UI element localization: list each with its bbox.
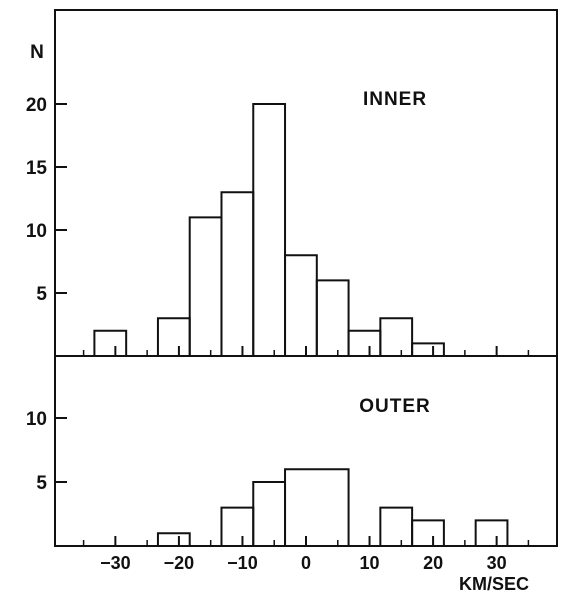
outer-histogram-bar [379,506,414,546]
inner-y-tick-label: 5 [36,284,47,305]
inner-histogram-bar [220,191,255,356]
outer-histogram-bar [252,481,287,546]
x-tick-label: 30 [487,553,507,573]
label-layer: 5 10 15 20 INNER 5 10 OUTER N −30 −20 −10 0 10 20 30KM/… [26,42,529,594]
x-axis-label: KM/SEC [459,574,529,594]
outer-y-tick-label: 5 [36,473,47,494]
x-tick-label: 0 [301,553,311,573]
outer-panel-label: OUTER [359,396,431,417]
x-tick-label: 20 [423,553,443,573]
inner-histogram-bar [315,279,350,356]
outer-histogram-bar [411,519,445,546]
plot-frame [54,9,558,547]
inner-y-tick-label: 20 [26,95,47,116]
inner-histogram-bar [252,103,287,356]
inner-panel-label: INNER [363,89,427,110]
inner-y-tick-label: 15 [26,158,48,179]
inner-histogram-bar [347,329,382,356]
x-tick-label: −20 [164,553,195,573]
x-tick-label: 10 [360,553,380,573]
outer-histogram-bar [474,519,509,546]
inner-histogram-bar [188,216,223,356]
y-axis-label: N [30,42,44,63]
inner-histogram-bar [284,254,318,356]
outer-histogram-bar [156,532,191,546]
x-tick-label: −30 [100,553,131,573]
inner-histogram-bar [93,329,128,356]
x-tick-label: −10 [227,553,258,573]
tick-layer [55,103,530,546]
outer-histogram-bar [284,468,350,546]
outer-histogram-bar [220,506,255,546]
frame-layer [54,9,558,547]
bar-layer [93,103,509,546]
inner-y-tick-label: 10 [26,221,47,242]
outer-y-tick-label: 10 [26,409,47,430]
inner-histogram-bar [411,342,445,356]
inner-histogram-bar [156,317,191,356]
inner-histogram-bar [379,317,414,356]
